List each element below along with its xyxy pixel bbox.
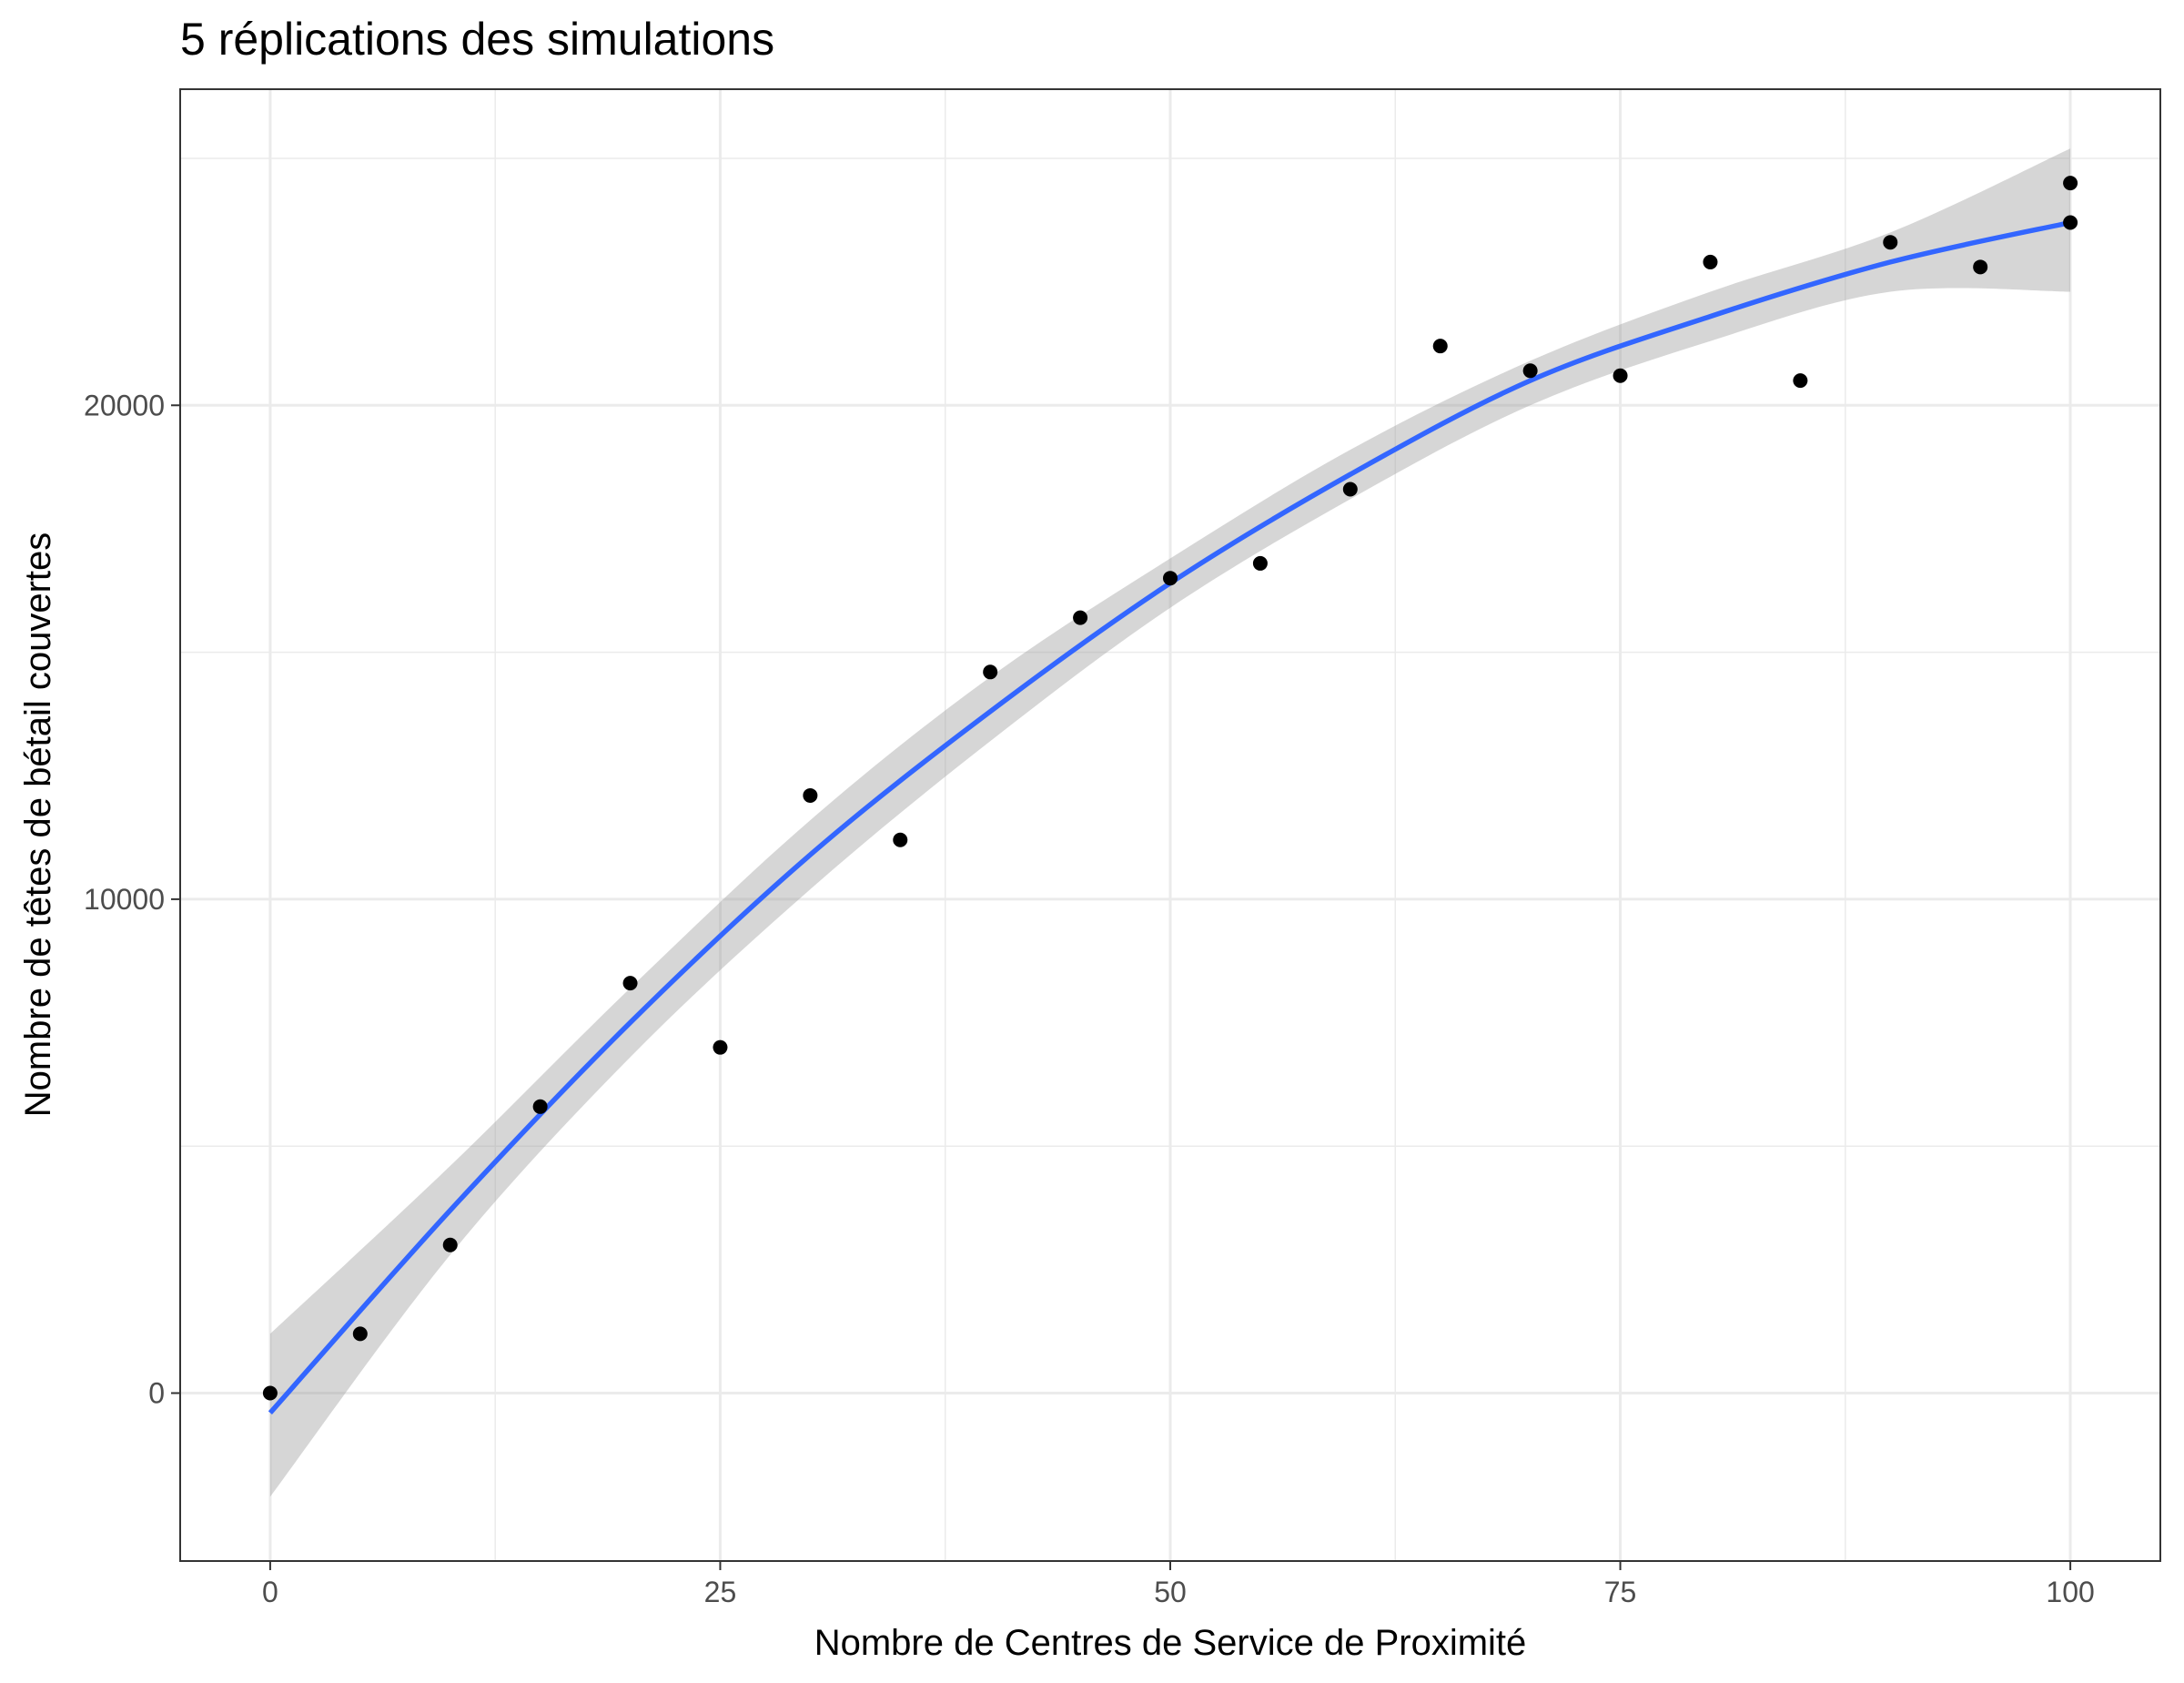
data-points-layer bbox=[262, 176, 2078, 1401]
data-point bbox=[622, 976, 638, 991]
data-point bbox=[803, 787, 818, 803]
data-point bbox=[352, 1326, 368, 1342]
data-point bbox=[1432, 339, 1448, 354]
data-point bbox=[2063, 215, 2078, 230]
data-point bbox=[1703, 254, 1718, 269]
data-point bbox=[262, 1385, 278, 1401]
x-tick-label: 25 bbox=[704, 1576, 737, 1608]
data-point bbox=[1793, 373, 1808, 389]
data-point bbox=[1252, 555, 1268, 571]
data-point bbox=[1163, 571, 1178, 586]
data-point bbox=[532, 1099, 548, 1114]
data-point bbox=[442, 1237, 458, 1252]
data-point bbox=[713, 1039, 728, 1055]
y-tick-label: 20000 bbox=[84, 389, 165, 421]
x-tick-label: 50 bbox=[1154, 1576, 1187, 1608]
data-point bbox=[1073, 610, 1088, 625]
confidence-band-layer bbox=[269, 148, 2071, 1497]
grid-lines bbox=[180, 89, 2160, 1561]
axis-ticks: 0 25 50 75 100 0 10000 20000 bbox=[84, 389, 2095, 1608]
data-point bbox=[1613, 368, 1628, 383]
data-point bbox=[1342, 482, 1358, 497]
x-tick-label: 100 bbox=[2046, 1576, 2094, 1608]
x-axis-title: Nombre de Centres de Service de Proximit… bbox=[814, 1623, 1527, 1663]
y-axis-title: Nombre de têtes de bétail couvertes bbox=[18, 532, 58, 1118]
confidence-band bbox=[269, 148, 2071, 1497]
y-tick-label: 10000 bbox=[84, 883, 165, 916]
data-point bbox=[2063, 176, 2078, 191]
chart-title: 5 réplications des simulations bbox=[180, 14, 774, 65]
x-tick-label: 75 bbox=[1604, 1576, 1637, 1608]
data-point bbox=[1973, 259, 1988, 275]
data-point bbox=[1883, 235, 1898, 250]
x-tick-label: 0 bbox=[262, 1576, 278, 1608]
data-point bbox=[983, 664, 998, 680]
data-point bbox=[893, 832, 908, 847]
y-tick-label: 0 bbox=[148, 1377, 165, 1410]
data-point bbox=[1522, 363, 1538, 379]
